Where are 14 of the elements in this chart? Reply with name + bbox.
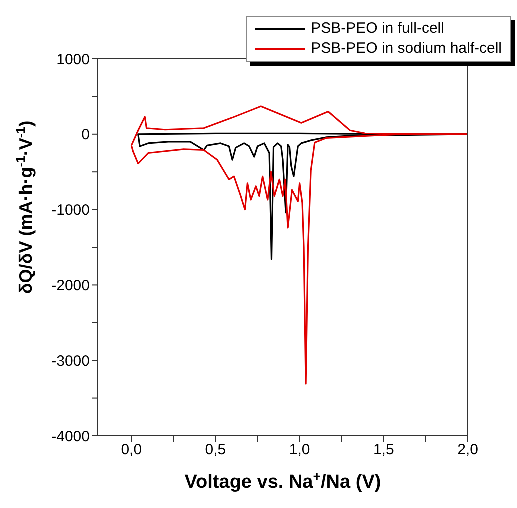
y-tick-label: -2000 [52, 278, 90, 295]
y-tick-label: -1000 [52, 202, 90, 220]
legend-label: PSB-PEO in full-cell [311, 19, 444, 39]
y-tick-label: -4000 [52, 428, 90, 446]
legend-label: PSB-PEO in sodium half-cell [311, 39, 502, 59]
y-tick-label: 0 [82, 126, 90, 144]
x-tick-label: 0,5 [205, 442, 226, 459]
x-tick-label: 1,0 [289, 442, 310, 459]
y-tick-label: -3000 [52, 352, 90, 370]
x-tick-label: 0,0 [121, 442, 142, 459]
x-tick-label: 1,5 [373, 442, 394, 459]
x-tick-label: 2,0 [458, 442, 478, 459]
y-tick-label: 1000 [56, 51, 90, 68]
x-axis-title: Voltage vs. Na$^{+}$/Na (V) [184, 468, 382, 493]
